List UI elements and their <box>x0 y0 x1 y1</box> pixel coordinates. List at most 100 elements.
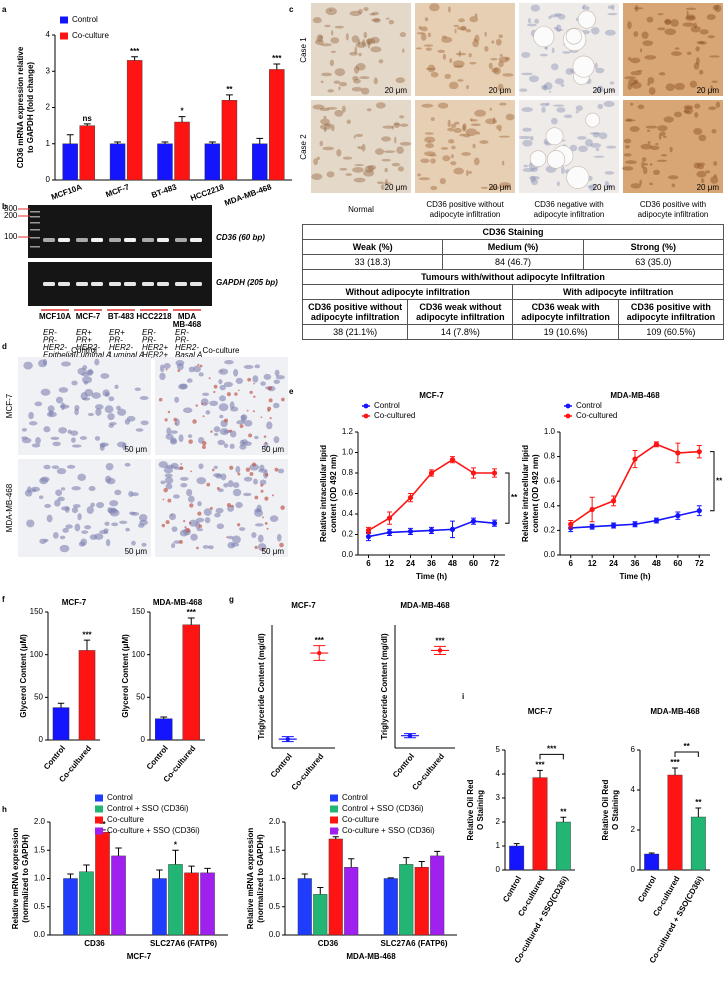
cell <box>114 489 122 496</box>
tissue-texture <box>428 140 431 143</box>
tissue-texture <box>710 176 719 184</box>
tissue-texture <box>522 139 533 147</box>
y-tick-label: 1.5 <box>269 845 281 854</box>
error-bar <box>156 869 163 879</box>
cell <box>227 480 234 488</box>
lipid-droplet <box>268 398 273 403</box>
point <box>696 449 702 455</box>
error-bar <box>178 116 186 122</box>
bar <box>79 125 95 181</box>
lane-label: HCC2218 <box>136 312 172 321</box>
cell <box>251 532 257 538</box>
y-tick-label: 0.0 <box>342 550 354 559</box>
cell <box>54 499 61 507</box>
subtype-label: ER+ <box>76 328 92 337</box>
error-bar <box>256 137 264 144</box>
y-axis-label: Glycerol Content (μM) <box>19 634 28 718</box>
tissue-texture <box>333 80 341 84</box>
point <box>675 450 681 456</box>
cell <box>195 517 205 523</box>
cell <box>217 439 226 446</box>
tissue-texture <box>709 55 720 58</box>
lipid-droplet <box>226 536 229 539</box>
tissue-texture <box>627 56 632 61</box>
gel-band <box>76 238 88 242</box>
tissue-texture <box>711 128 717 134</box>
tissue-texture <box>669 146 673 153</box>
subtype-label: PR- <box>43 336 57 345</box>
tissue-texture <box>519 88 528 92</box>
tissue-texture <box>556 24 562 32</box>
cell <box>34 401 43 407</box>
cell <box>229 430 237 438</box>
tissue-texture <box>325 7 337 16</box>
tissue-texture <box>448 6 451 13</box>
lipid-droplet <box>163 487 168 493</box>
table-row: Weak (%) Medium (%) Strong (%) <box>301 239 725 255</box>
tissue-texture <box>399 32 407 38</box>
error-bar <box>273 63 281 70</box>
error-bar <box>537 769 543 778</box>
panel-label: b <box>2 202 7 211</box>
cell <box>58 387 69 393</box>
tissue-texture <box>360 87 370 95</box>
bar <box>252 143 268 181</box>
cell <box>173 494 180 499</box>
tissue-texture <box>474 34 480 43</box>
tissue-texture <box>603 101 615 107</box>
x-tick-label: 72 <box>490 559 499 568</box>
tissue-texture <box>361 39 366 47</box>
tissue-texture <box>484 31 487 37</box>
lipid-droplet <box>162 498 165 501</box>
lipid-droplet <box>213 384 218 389</box>
error-bar <box>161 141 169 144</box>
y-tick-label: 0.8 <box>342 468 354 477</box>
tissue-texture <box>502 160 505 166</box>
cell <box>159 364 165 373</box>
band-label: CD36 (60 bp) <box>216 233 265 242</box>
tissue-texture <box>554 12 562 17</box>
y-tick-label: 0.0 <box>34 930 46 939</box>
tissue-texture <box>627 83 633 90</box>
ihc-image <box>623 3 723 96</box>
tissue-texture <box>458 50 461 58</box>
lipid-droplet <box>190 470 193 473</box>
x-tick-label: 60 <box>673 559 682 568</box>
tissue-texture <box>366 38 372 46</box>
cell <box>187 434 193 439</box>
tissue-texture <box>604 29 616 36</box>
gel-band <box>142 238 154 242</box>
tissue-texture <box>582 6 585 10</box>
y-tick-label: 0.6 <box>544 476 556 485</box>
tissue-texture <box>441 35 448 39</box>
table-cell: 38 (21.1%) <box>301 324 409 340</box>
x-tick-label: 24 <box>609 559 618 568</box>
legend-label: Control + SSO (CD36i) <box>107 804 189 813</box>
point <box>470 518 477 524</box>
cell <box>55 489 63 496</box>
lipid-droplet <box>173 417 178 422</box>
tissue-texture <box>346 119 351 125</box>
ladder-label: 100 <box>4 232 18 241</box>
bar <box>383 878 398 936</box>
table-subtitle: Tumours with/without adipocyte Infiltrat… <box>302 269 724 285</box>
cell <box>218 403 229 412</box>
table-header: Strong (%) <box>582 239 725 255</box>
x-tick-label: MCF10A <box>50 182 83 201</box>
cell <box>82 397 91 401</box>
cell <box>256 504 262 512</box>
table-row: CD36 Staining <box>302 224 724 240</box>
x-tick-label: CD36 <box>318 939 339 948</box>
tissue-texture <box>695 57 700 65</box>
point <box>365 533 372 540</box>
tissue-texture <box>544 46 548 50</box>
gel-band <box>58 238 70 242</box>
tissue-texture <box>374 148 384 155</box>
tissue-texture <box>441 36 453 43</box>
lipid-droplet <box>267 406 272 411</box>
cell <box>187 495 195 503</box>
legend-label: Control + SSO (CD36i) <box>342 804 424 813</box>
case-label: Case 1 <box>299 37 308 63</box>
point <box>632 521 638 527</box>
tissue-texture <box>658 132 662 140</box>
